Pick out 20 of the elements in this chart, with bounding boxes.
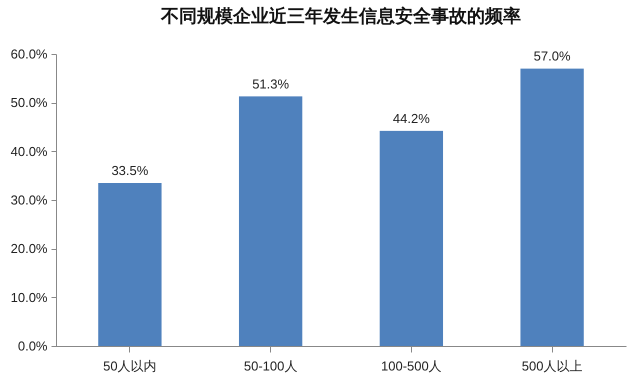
data-label: 44.2% [392,110,430,126]
bar [238,96,302,346]
data-label: 51.3% [252,76,290,92]
x-tick-label: 50人以内 [103,358,157,374]
y-tick-label: 10.0% [10,290,48,305]
chart-title: 不同规模企业近三年发生信息安全事故的频率 [160,6,521,27]
y-tick-label: 20.0% [10,241,48,256]
data-label: 33.5% [111,162,149,178]
x-tick-label: 100-500人 [381,358,442,374]
y-tick-label: 60.0% [10,46,48,62]
bar [98,182,162,346]
bar [520,68,584,346]
bar [380,130,444,346]
x-tick-label: 50-100人 [244,358,298,374]
y-tick-label: 40.0% [10,144,48,159]
y-tick-label: 0.0% [18,338,48,354]
y-tick-label: 30.0% [10,192,48,208]
data-label: 57.0% [534,48,571,64]
y-tick-label: 50.0% [10,95,48,110]
x-tick-label: 500人以上 [522,358,582,374]
